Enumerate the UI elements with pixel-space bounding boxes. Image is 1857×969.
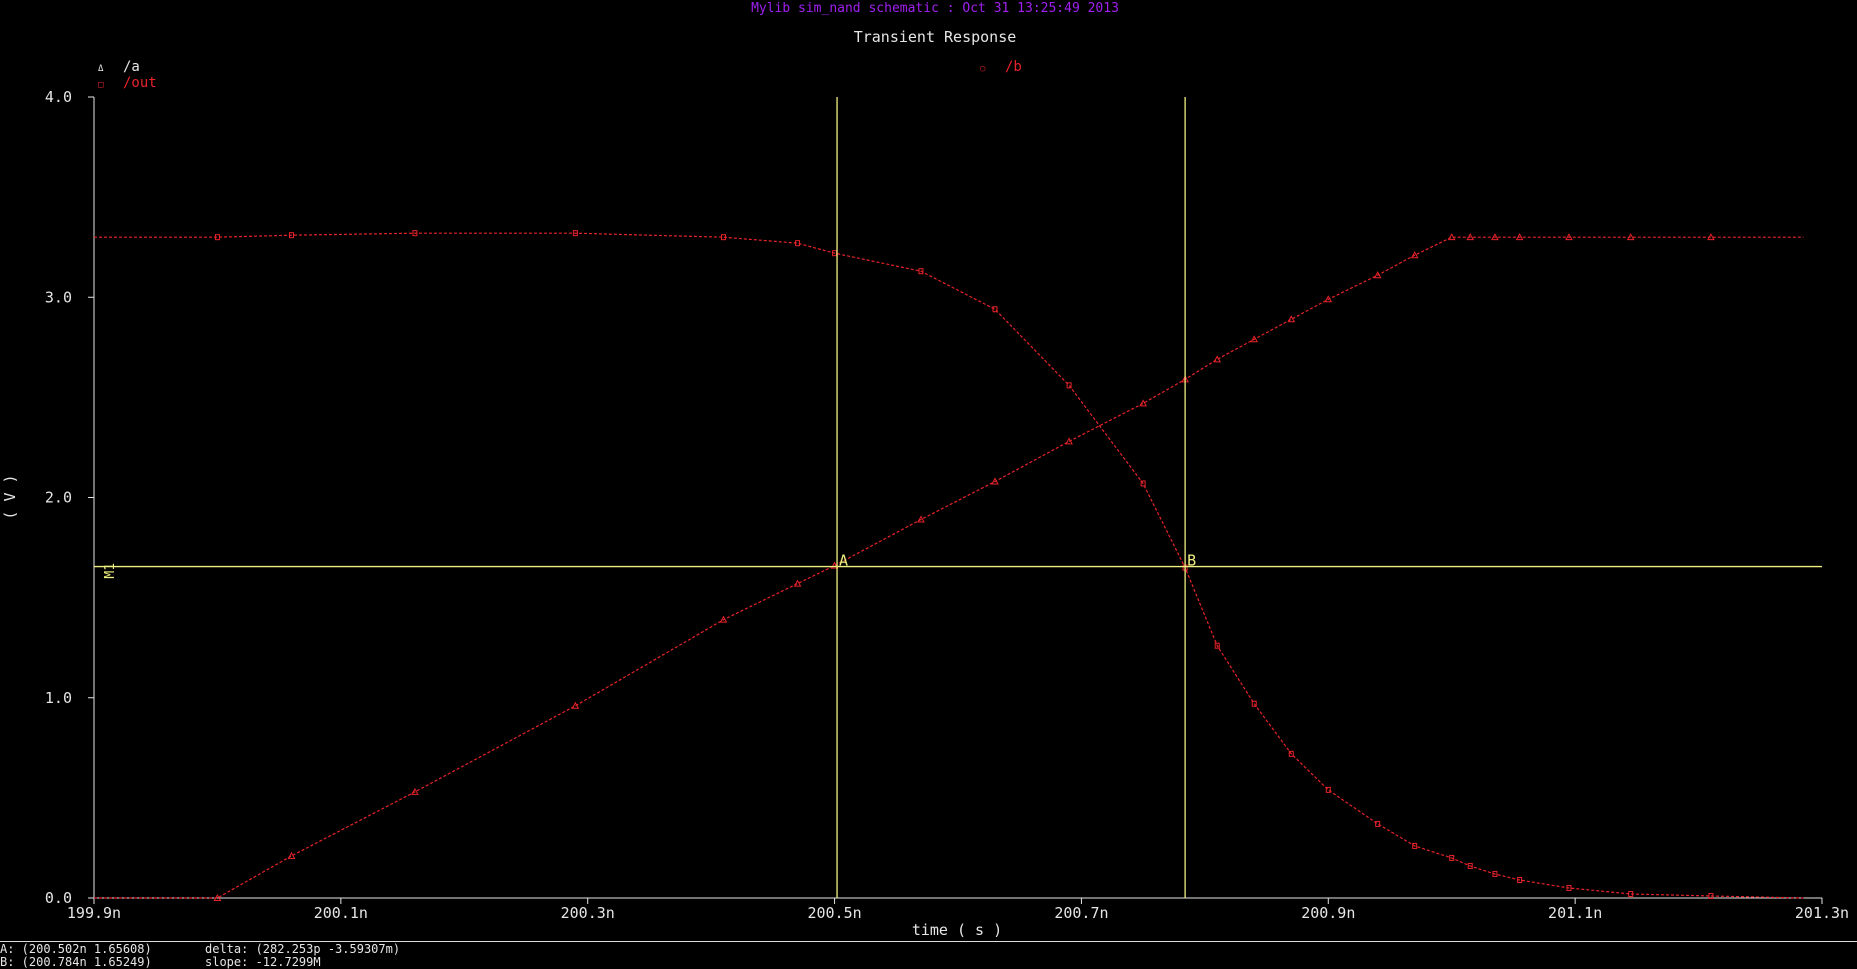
series-line-out — [94, 232, 1804, 899]
data-point — [1140, 480, 1146, 487]
data-point — [991, 477, 999, 485]
data-point — [1492, 870, 1498, 877]
data-point — [1491, 233, 1499, 241]
data-point — [795, 240, 801, 247]
data-point — [1139, 399, 1147, 407]
data-point — [1288, 750, 1294, 757]
data-point — [1373, 271, 1382, 279]
data-point — [1517, 876, 1523, 883]
legend-label-out: /out — [123, 75, 157, 91]
traces — [94, 230, 1804, 901]
legend-label-b: /b — [1005, 59, 1022, 75]
delta-readout: delta: (282.253p -3.59307m) — [205, 942, 401, 956]
x-tick-label: 199.9n — [67, 904, 121, 922]
data-point — [720, 234, 726, 241]
cursor-status-bar: A: (200.502n 1.65608) delta: (282.253p -… — [0, 941, 1857, 969]
data-point — [287, 851, 296, 859]
data-point — [1287, 315, 1296, 323]
x-tick-label: 200.7n — [1054, 904, 1108, 922]
data-point — [793, 579, 802, 587]
marker-label-b: B — [1187, 552, 1196, 570]
x-tick-label: 200.1n — [314, 904, 368, 922]
data-point — [830, 561, 839, 569]
marker-label-a: A — [839, 552, 848, 570]
data-point — [1466, 233, 1475, 241]
data-point — [1324, 295, 1333, 303]
window-header: Mylib sim_nand schematic : Oct 31 13:25:… — [751, 1, 1119, 16]
chart-title: Transient Response — [854, 28, 1017, 46]
data-point — [1375, 820, 1381, 827]
marker-label-m1: M1 — [103, 563, 118, 579]
data-point — [918, 268, 924, 275]
data-point — [1213, 355, 1222, 363]
slope-readout: slope: -12.7299M — [205, 955, 321, 969]
data-point — [1565, 233, 1573, 241]
cursor-b-readout: B: (200.784n 1.65249) — [0, 955, 152, 969]
data-point — [1066, 382, 1072, 389]
data-point — [213, 893, 222, 901]
x-tick-label: 200.5n — [807, 904, 861, 922]
legend-label-a: /a — [123, 59, 140, 75]
y-tick-label: 0.0 — [45, 889, 72, 907]
data-point — [1628, 890, 1634, 897]
data-point — [719, 615, 728, 623]
data-point — [288, 232, 294, 239]
data-point — [917, 515, 925, 523]
data-point — [1515, 233, 1524, 241]
data-point — [1250, 335, 1259, 343]
x-tick-label: 201.3n — [1795, 904, 1849, 922]
x-tick-label: 201.1n — [1548, 904, 1602, 922]
data-point — [992, 306, 998, 313]
axes: 0.0 1.0 2.0 3.0 4.0 199.9n 200.1n 200.3n 200.5n 2… — [45, 88, 1849, 922]
data-point — [1325, 786, 1331, 793]
series-line-a — [94, 236, 1804, 899]
data-point — [1708, 892, 1714, 899]
x-tick-label: 200.3n — [561, 904, 615, 922]
y-tick-label: 3.0 — [45, 288, 72, 306]
data-point — [572, 230, 578, 237]
data-point — [1214, 642, 1220, 649]
markers[interactable]: M1 A B — [94, 97, 1822, 898]
data-point — [571, 701, 580, 709]
data-point — [412, 230, 418, 237]
data-point — [1412, 842, 1418, 849]
legend-symbol-out: □ — [98, 80, 104, 90]
x-tick-label: 200.9n — [1301, 904, 1355, 922]
data-point — [1707, 233, 1715, 241]
legend-symbol-a: Δ — [98, 64, 104, 74]
data-point — [1410, 251, 1419, 259]
x-axis-label: time ( s ) — [912, 921, 1002, 939]
data-point — [411, 787, 419, 795]
y-tick-label: 4.0 — [45, 88, 72, 106]
data-point — [1447, 233, 1456, 241]
data-point — [214, 234, 220, 241]
y-tick-label: 1.0 — [45, 689, 72, 707]
cursor-a-readout: A: (200.502n 1.65608) — [0, 942, 152, 956]
data-point — [1065, 437, 1073, 445]
data-point — [1626, 233, 1635, 241]
legend-symbol-b: ○ — [980, 64, 986, 74]
legend: Δ /a □ /out ○ /b — [98, 59, 1022, 91]
data-point — [1467, 862, 1473, 869]
data-point — [1251, 700, 1257, 707]
data-point — [1566, 884, 1572, 891]
y-axis-label: ( V ) — [1, 474, 19, 519]
data-point — [1449, 854, 1455, 861]
y-tick-label: 2.0 — [45, 489, 72, 507]
